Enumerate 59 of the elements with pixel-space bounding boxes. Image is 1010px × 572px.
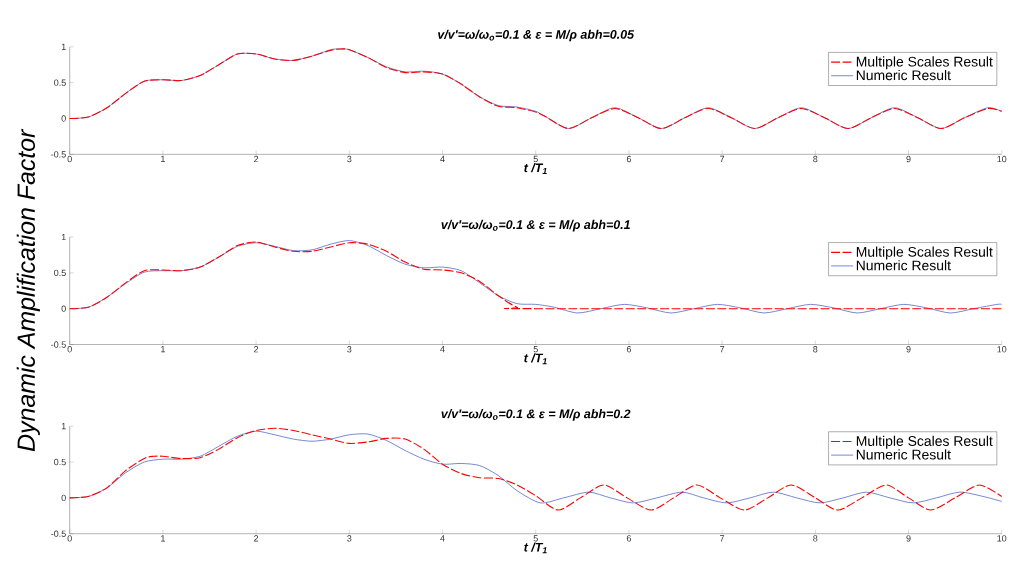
x-tick-label: 10 — [997, 535, 1007, 542]
legend-label: Multiple Scales Result — [856, 246, 993, 260]
x-tick-label: 6 — [626, 535, 631, 542]
x-tick-label: 6 — [626, 156, 631, 163]
chart-title: v/v′=ω/ω$_{o}$=0.1 & ε = M/ρ abh=0.05 — [438, 29, 635, 42]
x-tick-label: 8 — [813, 156, 818, 163]
x-tick-label: 7 — [720, 535, 725, 542]
line-series — [69, 48, 1003, 130]
x-axis-title: t /T$_{1}$ — [524, 163, 547, 175]
x-tick-label: 9 — [906, 535, 911, 542]
y-tick-label: 1 — [61, 423, 66, 430]
y-tick-label: 1 — [61, 43, 66, 51]
legend-label: Multiple Scales Result — [856, 56, 993, 70]
y-tick-label: -0.5 — [51, 341, 66, 348]
x-tick-label: 0 — [67, 535, 72, 542]
x-axis-title: t /T$_{1}$ — [524, 353, 547, 365]
legend-label: Numeric Result — [856, 449, 951, 460]
x-tick-label: 8 — [813, 346, 818, 353]
y-tick-label: 0.5 — [54, 269, 66, 277]
x-tick-label: 0 — [67, 156, 72, 163]
x-tick-label: 1 — [161, 346, 165, 353]
x-tick-label: 1 — [161, 156, 165, 163]
x-tick-label: 3 — [347, 156, 352, 163]
x-tick-label: 2 — [254, 156, 259, 163]
x-tick-label: 7 — [720, 346, 725, 353]
x-tick-label: 5 — [533, 156, 538, 163]
legend-label: Numeric Result — [856, 260, 951, 271]
x-axis-title: t /T$_{1}$ — [524, 542, 547, 554]
legend-label: Numeric Result — [856, 70, 951, 81]
x-tick-label: 9 — [906, 156, 911, 163]
x-tick-label: 5 — [533, 535, 538, 542]
y-axis-title: Dynamic Amplification Factor — [16, 129, 40, 452]
y-tick-label: 1 — [61, 234, 66, 241]
x-tick-label: 7 — [720, 156, 725, 163]
y-tick-label: 0 — [61, 494, 66, 502]
x-tick-label: 2 — [254, 346, 259, 353]
x-tick-label: 2 — [254, 535, 259, 542]
y-tick-label: -0.5 — [51, 530, 66, 538]
y-tick-label: -0.5 — [51, 151, 66, 158]
chart-title: v/v′=ω/ω$_{o}$=0.1 & ε = M/ρ abh=0.1 — [441, 220, 630, 232]
legend-label: Multiple Scales Result — [856, 435, 993, 449]
x-tick-label: 5 — [533, 346, 538, 353]
y-tick-label: 0.5 — [54, 459, 66, 466]
x-tick-label: 10 — [997, 156, 1007, 163]
x-tick-label: 4 — [440, 156, 445, 163]
y-tick-label: 0 — [61, 305, 66, 313]
x-tick-label: 0 — [67, 346, 72, 353]
x-tick-label: 4 — [440, 535, 445, 542]
x-tick-label: 8 — [813, 535, 818, 542]
x-tick-label: 4 — [440, 346, 445, 353]
y-tick-label: 0.5 — [54, 79, 66, 87]
chart-title: v/v′=ω/ω$_{o}$=0.1 & ε = M/ρ abh=0.2 — [441, 409, 631, 421]
y-tick-label: 0 — [61, 115, 66, 122]
x-tick-label: 9 — [906, 346, 911, 353]
x-tick-label: 3 — [347, 346, 352, 353]
x-tick-label: 1 — [161, 535, 165, 542]
x-tick-label: 6 — [626, 346, 631, 353]
x-tick-label: 10 — [997, 346, 1007, 353]
x-tick-label: 3 — [347, 535, 352, 542]
